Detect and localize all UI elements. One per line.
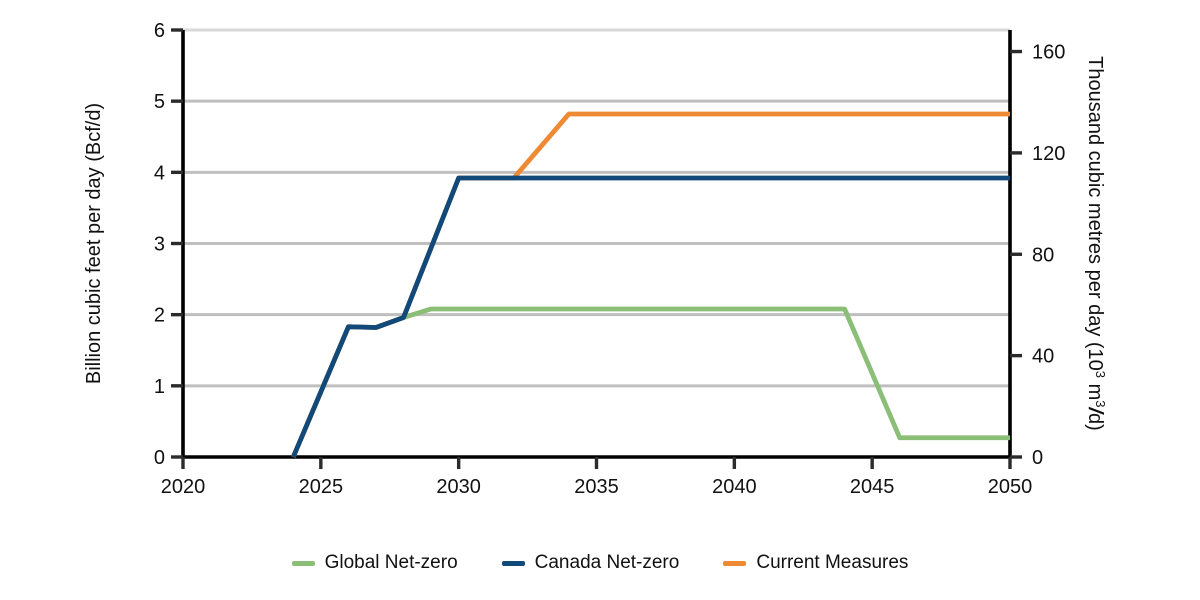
y-left-tick-label-5: 5 [154,91,165,113]
chart-legend: Global Net-zero Canada Net-zero Current … [0,546,1200,580]
x-tick-label-2035: 2035 [574,476,619,498]
y-right-tick-label-0: 0 [1032,447,1043,469]
y-right-tick-label-120: 120 [1032,143,1065,165]
y-right-tick-label-160: 160 [1032,42,1065,64]
x-tick-label-2040: 2040 [712,476,757,498]
legend-item-global-net-zero[interactable]: Global Net-zero [291,552,458,574]
legend-swatch-current-measures [723,560,747,566]
y-right-tick-label-40: 40 [1032,346,1054,368]
y-left-tick-label-3: 3 [154,234,165,256]
legend-item-current-measures[interactable]: Current Measures [723,552,908,574]
x-tick-label-2050: 2050 [988,476,1033,498]
legend-label-global-net-zero: Global Net-zero [324,552,458,573]
legend-swatch-canada-net-zero [501,560,525,566]
x-tick-label-2020: 2020 [161,476,206,498]
y-right-axis-title: Thousand cubic metres per day (103 m3/d) [1084,56,1108,431]
legend-label-canada-net-zero: Canada Net-zero [534,552,680,573]
y-left-tick-label-2: 2 [154,305,165,327]
x-tick-label-2025: 2025 [299,476,344,498]
y-left-tick-label-4: 4 [154,162,165,184]
series-line-current-measures [291,111,1010,458]
legend-label-current-measures: Current Measures [756,552,909,573]
x-tick-label-2045: 2045 [850,476,895,498]
x-tick-label-2030: 2030 [436,476,481,498]
y-right-tick-label-80: 80 [1032,244,1054,266]
series-line-canada-net-zero [291,175,1010,458]
y-left-tick-label-0: 0 [154,447,165,469]
legend-swatch-global-net-zero [291,560,315,566]
y-left-tick-label-6: 6 [154,20,165,42]
series-line-global-net-zero [291,306,1010,458]
legend-item-canada-net-zero[interactable]: Canada Net-zero [501,552,680,574]
y-left-tick-label-1: 1 [154,376,165,398]
y-left-axis-title: Billion cubic feet per day (Bcf/d) [83,103,105,384]
